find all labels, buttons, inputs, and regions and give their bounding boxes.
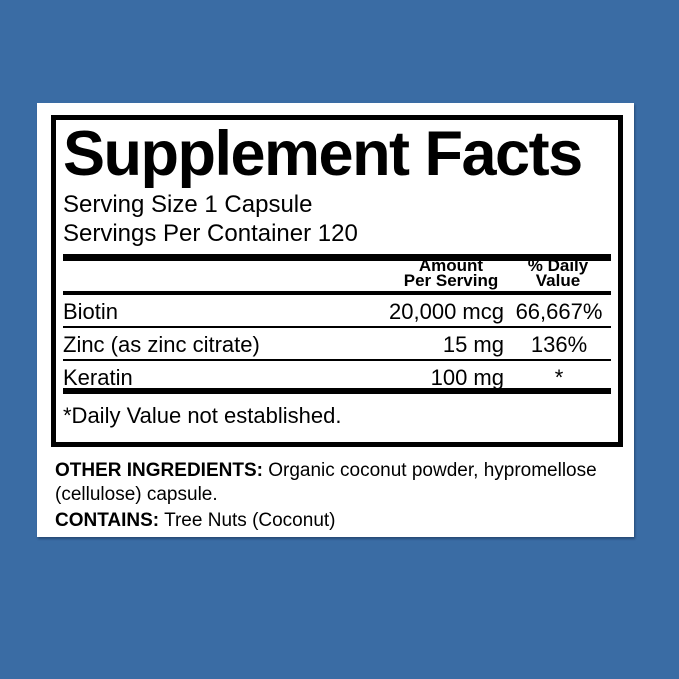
- nutrient-daily-value: *: [554, 365, 564, 390]
- table-row-keratin: Keratin 100 mg *: [63, 361, 611, 394]
- table-row-biotin: Biotin 20,000 mcg 66,667%: [63, 295, 611, 328]
- daily-value-footnote: *Daily Value not established.: [63, 403, 342, 428]
- servings-per-container-line: Servings Per Container 120: [63, 220, 358, 247]
- table-header-row: Amount Per Serving % Daily Value: [63, 256, 611, 295]
- other-ingredients-line1: OTHER INGREDIENTS: Organic coconut powde…: [55, 459, 627, 483]
- divider-thick-top: [63, 254, 611, 261]
- nutrient-amount: 100 mg: [430, 365, 504, 390]
- supplement-facts-panel: Supplement Facts Serving Size 1 Capsule …: [51, 115, 623, 447]
- nutrient-daily-value: 136%: [530, 332, 588, 357]
- nutrient-amount: 15 mg: [442, 332, 504, 357]
- amount-column-header: Amount Per Serving: [376, 256, 526, 290]
- nutrient-name: Zinc (as zinc citrate): [63, 332, 260, 357]
- daily-value-column-header: % Daily Value: [507, 256, 609, 290]
- other-ingredients-text: Organic coconut powder, hypromellose: [268, 460, 597, 481]
- panel-title: Supplement Facts: [63, 119, 583, 189]
- other-ingredients-line2: (cellulose) capsule.: [55, 484, 218, 505]
- other-ingredients-block: OTHER INGREDIENTS: Organic coconut powde…: [55, 459, 627, 533]
- table-row-zinc: Zinc (as zinc citrate) 15 mg 136%: [63, 328, 611, 361]
- nutrient-daily-value: 66,667%: [515, 299, 603, 324]
- daily-value-header-line1: % Daily: [527, 256, 589, 275]
- daily-value-header-line2: Value: [535, 271, 581, 290]
- amount-header-line1: Amount: [418, 256, 484, 275]
- contains-text: Tree Nuts (Coconut): [164, 510, 336, 531]
- nutrient-name: Biotin: [63, 299, 119, 324]
- contains-line: CONTAINS: Tree Nuts (Coconut): [55, 509, 627, 533]
- nutrient-amount: 20,000 mcg: [389, 299, 504, 324]
- other-ingredients-label: OTHER INGREDIENTS:: [55, 460, 263, 481]
- nutrient-name: Keratin: [63, 365, 133, 390]
- amount-header-line2: Per Serving: [403, 271, 499, 290]
- supplement-label-card: Supplement Facts Serving Size 1 Capsule …: [37, 103, 634, 537]
- contains-label: CONTAINS:: [55, 510, 160, 531]
- serving-size-line: Serving Size 1 Capsule: [63, 191, 313, 218]
